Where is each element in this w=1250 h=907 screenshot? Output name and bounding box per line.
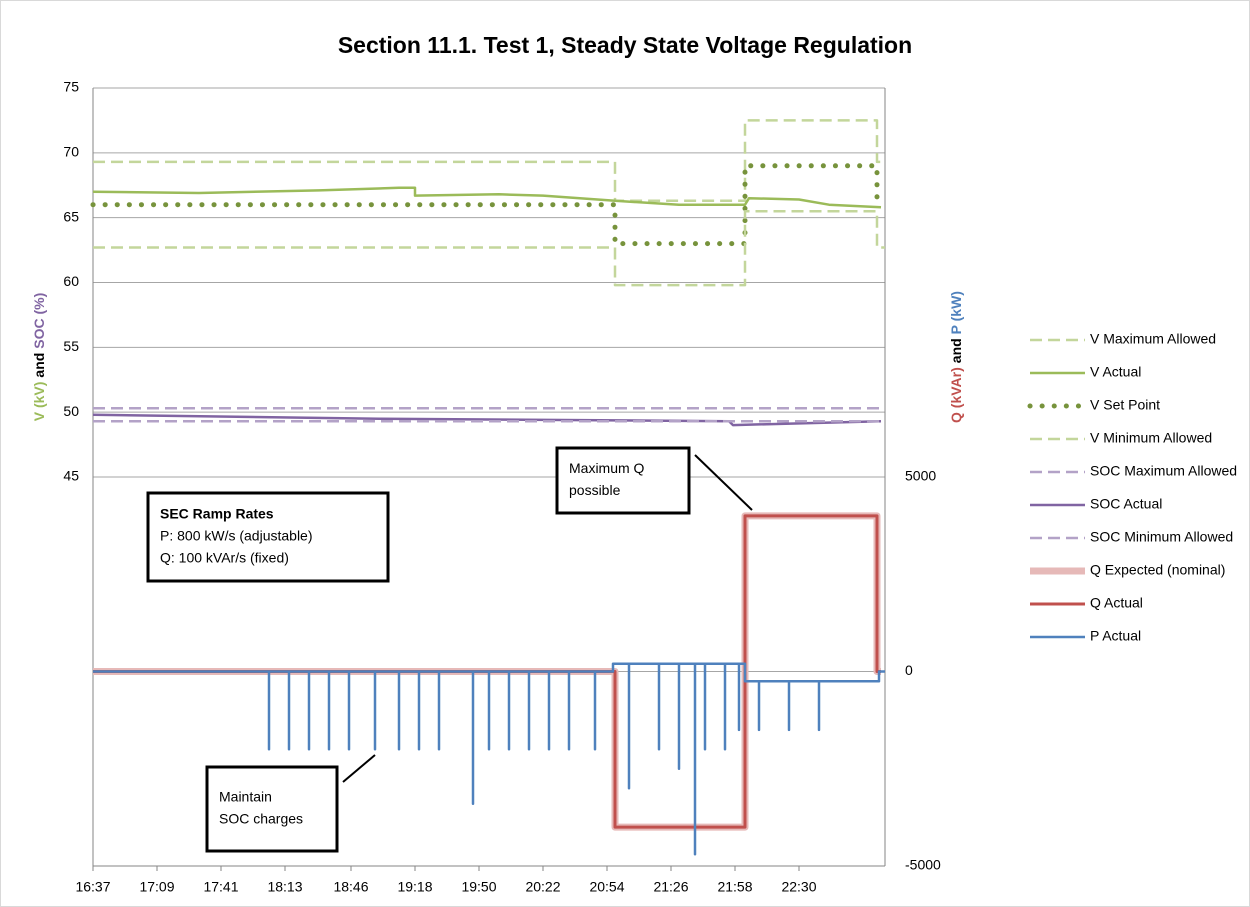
y-tick-label: 70 [63, 144, 79, 160]
y-axis-title-part: and [31, 353, 47, 378]
series-line [90, 163, 884, 247]
y2-axis-title: Q (kVAr) and P (kW) [948, 291, 964, 423]
y2-axis-title-part: Q (kVAr) [948, 367, 964, 423]
annotation-text: Q: 100 kVAr/s (fixed) [160, 550, 289, 566]
legend-label: Q Actual [1090, 595, 1143, 611]
x-tick-label: 19:50 [461, 879, 496, 895]
x-tick-label: 18:46 [333, 879, 368, 895]
x-tick-label: 19:18 [397, 879, 432, 895]
y2-tick-label: -5000 [905, 857, 941, 873]
y-tick-label: 60 [63, 273, 79, 289]
legend-label: P Actual [1090, 628, 1141, 644]
legend-label: Q Expected (nominal) [1090, 562, 1225, 578]
annotation-text: Maximum Q [569, 460, 645, 476]
y-axis-title-part: V (kV) [31, 382, 47, 422]
series-line [93, 662, 885, 856]
annotation-text: SOC charges [219, 811, 303, 827]
x-tick-label: 20:54 [589, 879, 624, 895]
y-tick-label: 50 [63, 403, 79, 419]
annotation-text: P: 800 kW/s (adjustable) [160, 528, 313, 544]
legend-label: V Actual [1090, 364, 1141, 380]
y2-tick-label: 5000 [905, 468, 936, 484]
legend-label: V Maximum Allowed [1090, 331, 1216, 347]
x-tick-label: 17:09 [139, 879, 174, 895]
annotation-box [146, 491, 390, 583]
series-line [92, 186, 882, 209]
x-tick-label: 18:13 [267, 879, 302, 895]
x-tick-label: 17:41 [203, 879, 238, 895]
x-tick-label: 21:58 [717, 879, 752, 895]
x-tick-label: 16:37 [75, 879, 110, 895]
y-tick-label: 65 [63, 208, 79, 224]
y-tick-label: 45 [63, 468, 79, 484]
y-axis-title-part: SOC (%) [31, 293, 47, 349]
annotation-text: SEC Ramp Rates [160, 506, 274, 522]
annotation-box [555, 446, 691, 515]
y2-tick-label: 0 [905, 662, 913, 678]
y-tick-label: 55 [63, 338, 79, 354]
legend-label: SOC Maximum Allowed [1090, 463, 1237, 479]
x-tick-label: 21:26 [653, 879, 688, 895]
annotation-text: Maintain [219, 789, 272, 805]
annotation-box [205, 765, 339, 853]
legend-label: V Set Point [1090, 397, 1160, 413]
legend-label: SOC Actual [1090, 496, 1162, 512]
x-tick-label: 22:30 [781, 879, 816, 895]
y2-axis-title-part: P (kW) [948, 291, 964, 334]
legend-label: V Minimum Allowed [1090, 430, 1212, 446]
y-tick-label: 75 [63, 79, 79, 95]
annotation-leader [694, 454, 753, 511]
annotation-leader [342, 754, 376, 783]
y-axis-title: V (kV) and SOC (%) [31, 293, 47, 422]
chart-title: Section 11.1. Test 1, Steady State Volta… [338, 32, 912, 58]
y2-axis-title-part: and [948, 338, 964, 363]
legend-label: SOC Minimum Allowed [1090, 529, 1233, 545]
series-line [93, 209, 885, 287]
x-tick-label: 20:22 [525, 879, 560, 895]
annotation-text: possible [569, 482, 621, 498]
series-line [93, 119, 885, 203]
